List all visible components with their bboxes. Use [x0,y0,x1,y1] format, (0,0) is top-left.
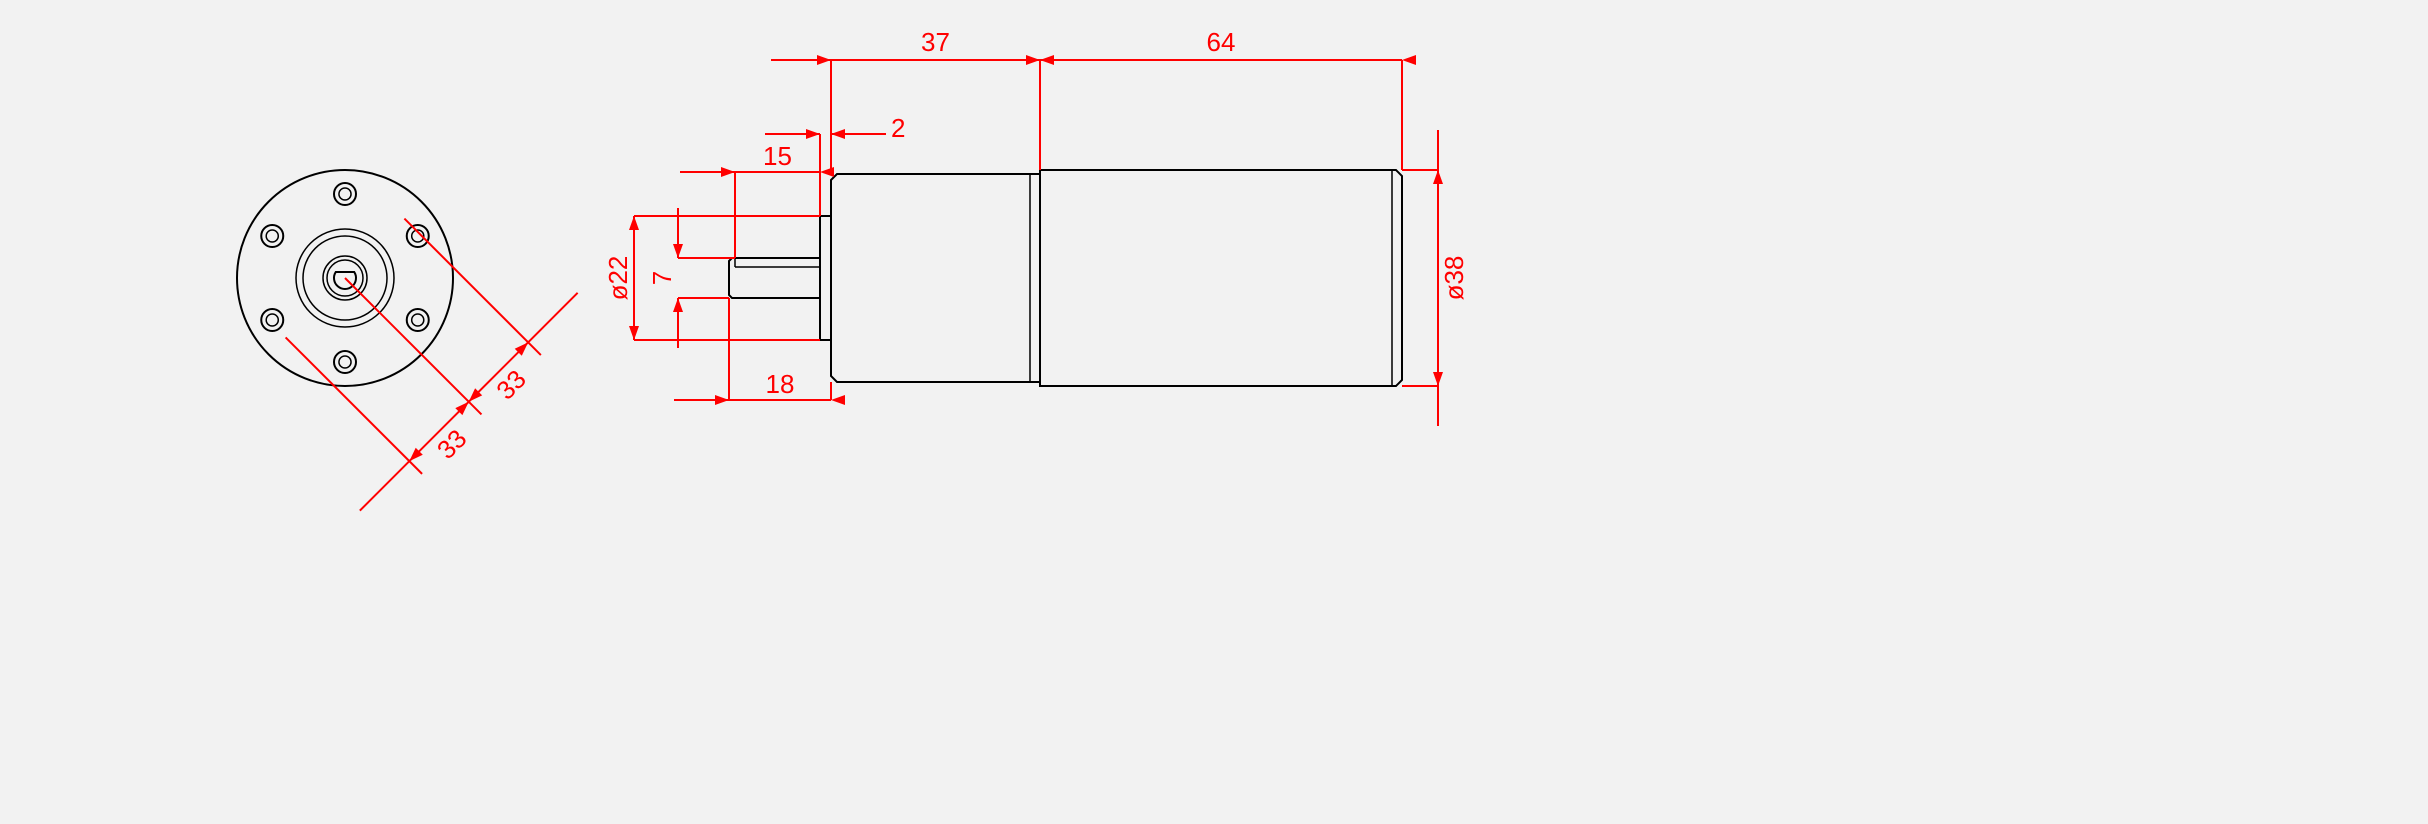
dimension-label: 33 [431,423,473,465]
dimension-label: 2 [891,113,905,143]
dimension-label: 33 [490,364,532,406]
dimension-vertical: ø22 [603,216,820,340]
dimension-label: 37 [921,27,950,57]
dimension-label: 64 [1207,27,1236,57]
dimension-label: 18 [766,369,795,399]
dimension-label: ø38 [1439,256,1469,301]
side-view [729,170,1402,386]
dimension-label: ø22 [603,256,633,301]
dimension-label: 15 [763,141,792,171]
dimension-label: 7 [647,271,677,285]
technical-drawing: 33 33 37 64 2 15 18 ø22 7 ø38 [0,0,2428,824]
